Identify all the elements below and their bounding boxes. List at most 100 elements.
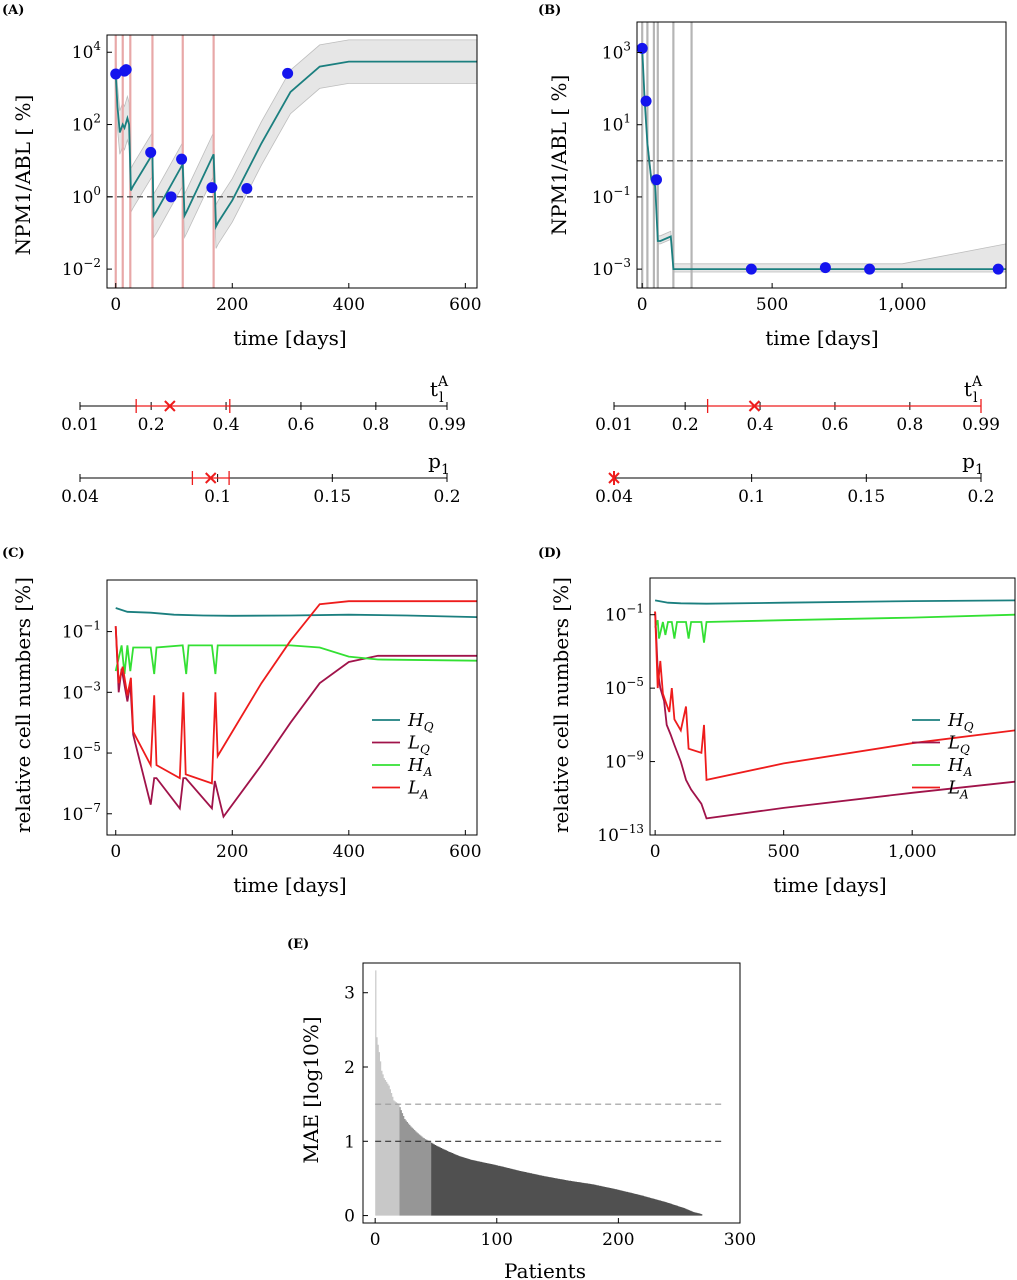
x-tick-label: 0: [370, 1230, 381, 1250]
param-estimate-marker: [748, 400, 761, 412]
y-tick-label: 10−3: [592, 256, 631, 280]
param-estimate-marker: [164, 400, 176, 412]
legend-label: HA: [407, 755, 433, 779]
param-tick-label: 0.15: [313, 487, 351, 507]
xlabel-a: time [days]: [233, 326, 347, 350]
param-tick-label: 0.2: [138, 415, 165, 435]
series-line-l-a: [114, 600, 477, 785]
series-line-h-a: [654, 613, 1015, 643]
panel-label-b: (B): [538, 3, 561, 18]
x-tick-label: 400: [333, 295, 365, 315]
param-axis-label: p1: [428, 449, 450, 478]
legend-label: HQ: [947, 710, 974, 734]
y-tick-label: 2: [344, 1058, 355, 1078]
param-tick-label: 0.15: [847, 487, 885, 507]
y-tick-label: 10−5: [62, 740, 101, 764]
y-tick-label: 10−5: [605, 675, 644, 699]
x-tick-label: 600: [449, 295, 481, 315]
measurement-point: [636, 42, 648, 54]
panel-label-e: (E): [287, 937, 309, 952]
x-tick-label: 600: [449, 842, 481, 862]
panel-label-c: (C): [2, 546, 25, 561]
x-tick-label: 300: [724, 1230, 756, 1250]
measurement-point: [992, 263, 1004, 275]
measurement-point: [241, 182, 253, 194]
series-line-h-q: [654, 599, 1015, 605]
plot-frame: [362, 962, 741, 1224]
y-tick-label: 10−3: [62, 679, 101, 703]
plot-frame: [106, 34, 478, 289]
measurement-point: [206, 182, 218, 194]
y-tick-label: 102: [72, 112, 101, 136]
param-tick-label: 0.01: [61, 415, 99, 435]
y-tick-label: 10−13: [597, 822, 644, 846]
y-tick-label: 0: [344, 1207, 355, 1227]
xlabel-c: time [days]: [233, 873, 347, 897]
param-tick-label: 0.99: [962, 415, 1000, 435]
measurement-point: [110, 68, 122, 80]
plot-frame: [106, 579, 478, 836]
xlabel-d: time [days]: [773, 873, 887, 897]
param-axis-label: tA l: [430, 374, 449, 406]
xlabel-e: Patients: [504, 1259, 586, 1280]
series-line-h-q: [115, 607, 477, 618]
uncertainty-band: [115, 39, 477, 249]
measurement-point: [650, 174, 662, 186]
param-tick-label: 0.8: [896, 415, 923, 435]
measurement-point: [819, 262, 831, 274]
measurement-point: [165, 191, 177, 203]
bar-group-mid: [399, 1107, 432, 1216]
y-tick-label: 3: [344, 984, 355, 1004]
ylabel-c: relative cell numbers [%]: [11, 577, 35, 833]
param-tick-label: 0.04: [595, 487, 633, 507]
param-tick-label: 0.6: [821, 415, 848, 435]
y-tick-label: 10−1: [605, 602, 644, 626]
y-tick-label: 101: [602, 112, 631, 136]
model-series-line: [114, 60, 477, 231]
y-tick-label: 10−2: [62, 256, 101, 280]
param-tick-label: 0.1: [204, 487, 231, 507]
measurement-point: [640, 95, 652, 107]
legend-label: HQ: [407, 710, 434, 734]
bar-group-dark: [431, 1142, 703, 1216]
x-tick-label: 200: [216, 842, 248, 862]
param-axis-label: p1: [962, 449, 984, 478]
x-tick-label: 200: [602, 1230, 634, 1250]
param-tick-label: 0.04: [61, 487, 99, 507]
model-series-line: [641, 48, 1006, 270]
panel-label-a: (A): [2, 3, 24, 18]
plot-frame: [636, 21, 1007, 289]
plot-a: 104 102 100 10−2 0 200 400 600: [62, 34, 482, 315]
series-line-l-a: [654, 611, 1015, 782]
plot-area: [107, 35, 477, 288]
param-tick-label: 0.4: [213, 415, 240, 435]
measurement-point: [120, 64, 132, 76]
measurement-point: [145, 146, 157, 158]
x-tick-label: 400: [333, 842, 365, 862]
series-line-h-a: [114, 644, 477, 675]
x-tick-label: 0: [110, 295, 121, 315]
measurement-point: [864, 263, 876, 275]
plot-area: [637, 22, 1006, 288]
param-tick-label: 0.8: [362, 415, 389, 435]
x-tick-label: 0: [650, 842, 661, 862]
legend-label: LA: [407, 778, 429, 802]
y-tick-label: 103: [602, 40, 631, 64]
legend-label: LQ: [947, 733, 970, 757]
param-estimate-marker: [205, 472, 217, 484]
param-tick-label: 0.2: [433, 487, 460, 507]
measurement-point: [745, 263, 757, 275]
x-tick-label: 200: [216, 295, 248, 315]
parameter-axes: 0.01 0.2 0.4 0.6 0.8 0.99 tA l 0.04 0.1 0.15 0.2 p1 0…: [61, 374, 1000, 507]
ylabel-b: NPM1/ABL [ %]: [547, 75, 571, 236]
series-line-l-q: [654, 611, 1015, 820]
y-tick-label: 104: [72, 39, 101, 63]
x-tick-label: 500: [756, 295, 788, 315]
plot-b: 103 101 10−1 10−3 0 500 1,000: [592, 21, 1007, 315]
y-tick-label: 10−7: [62, 801, 101, 825]
plot-frame: [649, 577, 1016, 836]
